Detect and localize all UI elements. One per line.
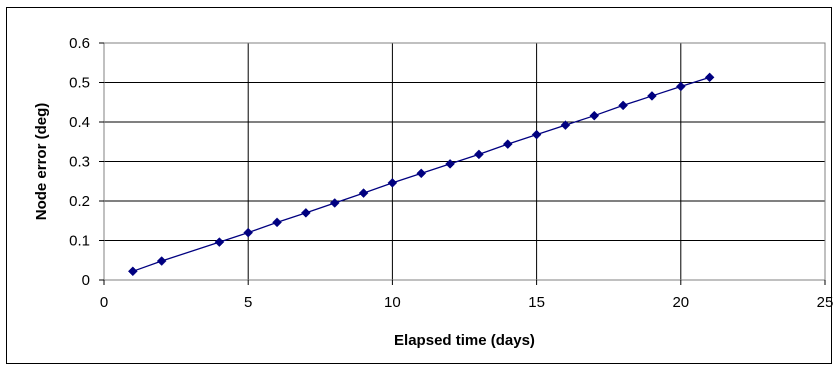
data-point xyxy=(127,266,138,277)
y-tick-label: 0 xyxy=(82,272,90,289)
y-axis-ticks: 0 0.1 0.2 0.3 0.4 0.5 0.6 xyxy=(69,35,104,289)
y-tick-label: 0.1 xyxy=(69,233,90,250)
data-point xyxy=(445,159,455,169)
data-point xyxy=(272,217,282,228)
x-tick-label: 0 xyxy=(100,294,108,311)
data-point xyxy=(214,237,225,247)
chart-frame xyxy=(6,7,832,364)
y-tick-label: 0.2 xyxy=(69,193,90,210)
data-point xyxy=(387,177,398,188)
x-tick-label: 5 xyxy=(244,294,252,311)
x-axis-title: Elapsed time (days) xyxy=(394,332,535,349)
x-tick-label: 15 xyxy=(528,294,545,311)
data-point xyxy=(474,149,484,160)
data-point xyxy=(301,207,311,218)
data-point xyxy=(647,91,657,101)
data-point xyxy=(589,110,600,121)
data-point xyxy=(704,72,715,83)
y-tick-label: 0.4 xyxy=(69,114,90,131)
x-tick-label: 10 xyxy=(384,294,401,311)
data-point xyxy=(329,198,340,208)
data-point xyxy=(243,227,254,238)
series-line xyxy=(132,76,710,272)
data-point xyxy=(618,100,628,111)
data-point xyxy=(531,129,542,140)
y-axis-title: Node error (deg) xyxy=(33,103,50,221)
x-tick-label: 25 xyxy=(817,294,834,311)
data-point xyxy=(416,168,427,179)
data-point xyxy=(560,120,571,131)
data-point xyxy=(502,139,513,149)
data-point xyxy=(675,81,686,92)
series-group xyxy=(127,72,715,277)
data-point xyxy=(156,256,167,266)
data-point xyxy=(358,188,369,198)
y-tick-label: 0.5 xyxy=(69,75,90,92)
y-tick-label: 0.3 xyxy=(69,154,90,171)
x-tick-label: 20 xyxy=(672,294,689,311)
x-axis-ticks: 0 5 10 15 20 25 xyxy=(100,280,834,311)
y-tick-label: 0.6 xyxy=(69,35,90,52)
